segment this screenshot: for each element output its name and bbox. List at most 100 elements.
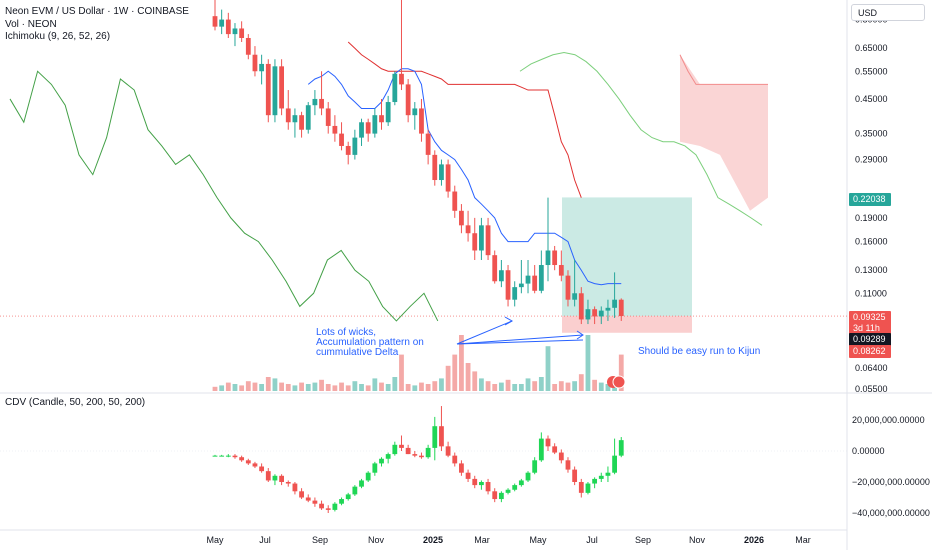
volume-bar — [305, 384, 311, 391]
price-candle-body — [219, 19, 225, 27]
cdv-candle-body — [392, 444, 398, 455]
cdv-candle-body — [419, 455, 424, 458]
volume-bar — [572, 381, 578, 391]
volume-bar — [385, 384, 391, 391]
price-candle-body — [412, 108, 418, 116]
cdv-candle-body — [498, 492, 504, 500]
cdv-candle-body — [359, 480, 364, 487]
cdv-candle-body — [445, 446, 451, 456]
volume-bar — [618, 354, 624, 391]
cdv-candle-body — [325, 508, 331, 510]
volume-bar — [359, 384, 364, 391]
price-candle-body — [425, 133, 431, 155]
ichimoku-legend[interactable]: Ichimoku (9, 26, 52, 26) — [5, 31, 111, 42]
price-axis-tick: 0.29000 — [855, 155, 888, 165]
price-candle-body — [245, 37, 251, 55]
price-candle-body — [332, 125, 338, 134]
volume-bar — [565, 382, 571, 391]
level-a-label: 0.09289 — [849, 333, 891, 346]
volume-bar — [605, 384, 611, 391]
cdv-candle-body — [439, 426, 444, 447]
price-candle-body — [432, 154, 438, 181]
cdv-candle-body — [605, 472, 611, 476]
volume-legend[interactable]: Vol · NEON — [5, 19, 57, 30]
price-candle-body — [452, 191, 458, 211]
volume-bar — [479, 378, 484, 391]
cdv-candle-body — [592, 478, 598, 484]
cdv-candle-body — [319, 503, 324, 509]
senkou-span-a — [519, 52, 763, 226]
price-candle-body — [592, 309, 598, 317]
time-axis-tick: May — [529, 535, 547, 545]
volume-bar — [325, 384, 331, 391]
volume-bar — [419, 382, 424, 391]
price-candle-body — [512, 287, 518, 300]
volume-bar — [592, 379, 598, 391]
price-candle-body — [405, 84, 411, 116]
time-axis-tick: Jul — [259, 535, 271, 545]
time-axis-tick: Sep — [312, 535, 328, 545]
volume-bar — [512, 384, 518, 391]
price-candle-body — [279, 66, 284, 109]
price-candle-body — [445, 164, 451, 192]
cdv-candle-body — [505, 489, 511, 493]
volume-bar — [279, 382, 284, 391]
volume-bar — [518, 384, 524, 391]
volume-bar — [425, 384, 431, 391]
volume-bar — [485, 381, 491, 391]
price-candle-body — [325, 108, 331, 126]
kijun-price-label: 0.22038 — [849, 193, 891, 206]
cdv-candle-body — [379, 458, 384, 464]
price-candle-body — [618, 299, 624, 317]
cdv-candle-body — [225, 455, 231, 457]
volume-bar — [445, 365, 451, 391]
volume-bar — [252, 382, 258, 391]
volume-bar — [312, 382, 318, 391]
currency-button[interactable]: USD — [851, 4, 925, 21]
cdv-candle-body — [212, 455, 218, 457]
volume-bar — [219, 385, 225, 391]
price-candle-body — [379, 115, 384, 123]
ichimoku-cloud — [680, 54, 768, 211]
price-axis-tick: 0.06400 — [855, 363, 888, 373]
cdv-candle-body — [472, 478, 478, 486]
price-candle-body — [605, 307, 611, 311]
volume-bar — [492, 384, 498, 391]
volume-bar — [232, 384, 238, 391]
countdown-label: 3d 11h — [849, 322, 891, 335]
cdv-candle-body — [399, 444, 404, 448]
current-price-label: 0.09325 — [849, 311, 891, 324]
price-candle-body — [345, 145, 351, 155]
cdv-legend[interactable]: CDV (Candle, 50, 200, 50, 200) — [5, 397, 146, 408]
volume-bar — [538, 377, 544, 391]
cdv-candle-body — [492, 491, 498, 500]
volume-bar — [525, 378, 531, 391]
volume-bar — [372, 378, 378, 391]
volume-bar — [285, 384, 291, 391]
tenkan-sen-line — [307, 68, 622, 286]
price-axis-tick: 0.19000 — [855, 213, 888, 223]
volume-bar — [339, 382, 344, 391]
price-candle-body — [459, 210, 464, 226]
cdv-candle-body — [585, 483, 591, 493]
price-axis-tick: 0.55000 — [855, 66, 888, 76]
volume-bar — [239, 385, 245, 391]
volume-bar — [245, 381, 251, 391]
volume-bar — [225, 382, 231, 391]
cdv-candle-body — [412, 454, 418, 456]
price-axis-tick: 0.11000 — [855, 288, 887, 298]
symbol-title[interactable]: Neon EVM / US Dollar · 1W · COINBASE — [5, 6, 189, 17]
annotation-line-2: Accumulation pattern on — [316, 337, 424, 348]
volume-bar — [505, 379, 511, 391]
price-candle-body — [439, 164, 444, 181]
cdv-candle-body — [265, 471, 271, 481]
volume-bar — [412, 385, 418, 391]
cdv-candle-body — [432, 426, 438, 448]
time-axis-tick: Nov — [368, 535, 385, 545]
price-candle-body — [365, 122, 371, 134]
level-b-label: 0.08262 — [849, 345, 891, 358]
volume-bar — [212, 386, 218, 391]
cdv-candle-body — [545, 438, 551, 447]
